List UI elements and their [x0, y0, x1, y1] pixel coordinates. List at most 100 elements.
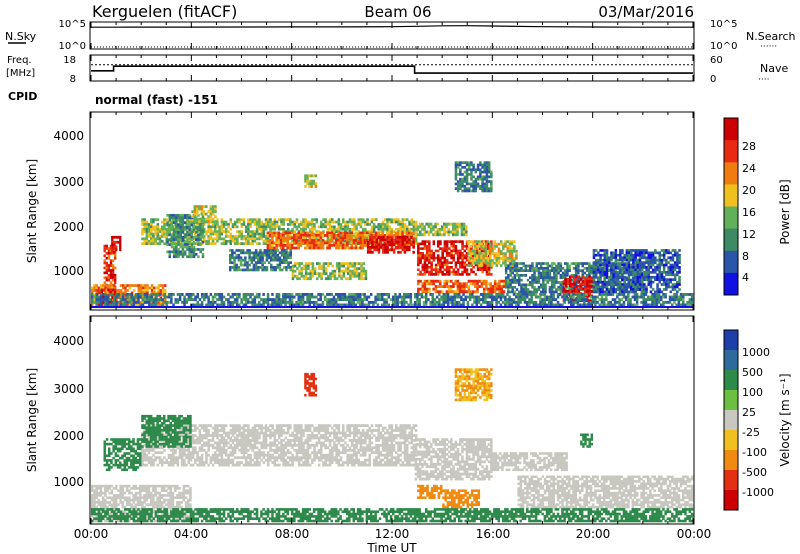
power-cell-3: [445, 222, 448, 226]
power-cell-0: [247, 220, 250, 224]
power-cell-2: [366, 250, 370, 254]
power-cell-18: [656, 288, 659, 291]
power-cell-18: [621, 261, 624, 264]
power-cell-1: [372, 234, 376, 237]
power-cell-3: [434, 222, 437, 226]
power-cell-4: [437, 256, 440, 260]
power-cell-4: [461, 266, 464, 269]
power-cell-17: [481, 163, 484, 167]
power-cell-19: [262, 300, 265, 304]
power-cell-19: [253, 298, 257, 302]
power-cell-0: [220, 227, 224, 231]
power-cell-15: [289, 261, 292, 264]
power-cell-7: [507, 283, 510, 287]
power-cell-14: [209, 215, 213, 218]
power-cell-15: [254, 249, 258, 252]
power-cell-17: [474, 168, 478, 172]
power-cell-1: [341, 239, 345, 242]
power-cell-1: [385, 234, 389, 237]
power-cell-6: [493, 242, 496, 246]
power-cell-6: [478, 259, 481, 263]
power-cell-7: [529, 276, 532, 280]
power-cell-2: [399, 238, 402, 242]
power-cell-7: [553, 274, 556, 277]
power-cell-7: [620, 269, 624, 272]
power-cell-0: [258, 237, 261, 241]
power-cell-1: [268, 231, 272, 235]
power-cell-15: [285, 251, 288, 255]
power-cell-7: [548, 290, 552, 294]
power-cell-1: [277, 236, 281, 240]
power-cell-1: [286, 244, 289, 247]
power-cell-18: [599, 273, 602, 277]
power-cell-19: [170, 295, 173, 299]
power-cell-0: [297, 225, 301, 229]
power-cell-13: [170, 228, 174, 232]
power-cell-4: [443, 263, 447, 267]
power-cell-17: [454, 168, 458, 172]
power-cell-19: [165, 295, 169, 299]
power-cell-14: [205, 217, 208, 221]
power-cell-19: [271, 303, 274, 307]
power-cell-4: [428, 273, 431, 276]
power-cell-6: [508, 249, 512, 253]
power-cell-18: [636, 251, 640, 255]
power-cell-18: [610, 258, 613, 262]
power-cell-19: [161, 303, 164, 307]
power-cell-18: [673, 268, 677, 272]
power-cell-5: [476, 290, 479, 294]
power-cell-6: [502, 254, 505, 258]
power-cell-0: [280, 223, 283, 226]
power-cell-2: [403, 238, 407, 242]
power-cell-1: [321, 241, 325, 245]
power-cell-7: [524, 274, 528, 277]
power-cell-0: [147, 223, 151, 226]
power-cell-17: [463, 180, 467, 183]
power-cell-4: [445, 273, 449, 276]
power-cell-15: [265, 249, 269, 252]
power-cell-4: [417, 273, 420, 276]
power-cell-4: [454, 273, 458, 276]
power-cell-13: [175, 235, 178, 239]
power-cell-16: [338, 269, 341, 273]
power-cell-1: [399, 244, 402, 247]
power-cell-18: [597, 263, 600, 267]
power-cell-11: [159, 296, 163, 300]
power-cell-4: [472, 270, 475, 274]
power-cell-8: [573, 282, 576, 286]
power-cell-17: [468, 182, 471, 186]
power-cell-13: [186, 255, 189, 259]
power-cell-4: [441, 249, 444, 253]
power-cell-4: [437, 270, 440, 274]
power-cell-17: [487, 168, 491, 172]
power-cell-18: [623, 253, 626, 257]
power-cell-19: [310, 295, 314, 299]
power-cell-4: [437, 263, 440, 267]
power-cell-2: [386, 243, 389, 247]
power-cell-7: [524, 269, 528, 272]
power-cell-0: [384, 227, 387, 231]
power-cell-15: [267, 256, 271, 260]
power-cell-14: [205, 212, 208, 216]
power-cell-1: [301, 239, 305, 242]
power-cell-2: [399, 240, 402, 244]
power-cell-0: [207, 239, 210, 243]
power-cell-1: [363, 241, 367, 245]
power-cell-18: [665, 288, 668, 291]
power-cell-19: [277, 303, 281, 307]
power-cell-6: [473, 254, 477, 258]
power-cell-18: [594, 283, 598, 286]
power-cell-19: [266, 295, 270, 299]
power-cell-18: [636, 288, 640, 291]
power-cell-9: [111, 264, 115, 267]
power-cell-17: [463, 189, 467, 193]
power-cell-5: [458, 290, 462, 294]
power-cell-16: [340, 264, 343, 268]
power-cell-14: [195, 210, 199, 213]
power-cell-0: [240, 237, 243, 241]
power-cell-17: [479, 187, 482, 190]
power-cell-19: [119, 303, 123, 307]
power-cell-15: [252, 266, 256, 269]
power-cell-13: [188, 253, 191, 256]
power-cell-18: [665, 280, 668, 284]
